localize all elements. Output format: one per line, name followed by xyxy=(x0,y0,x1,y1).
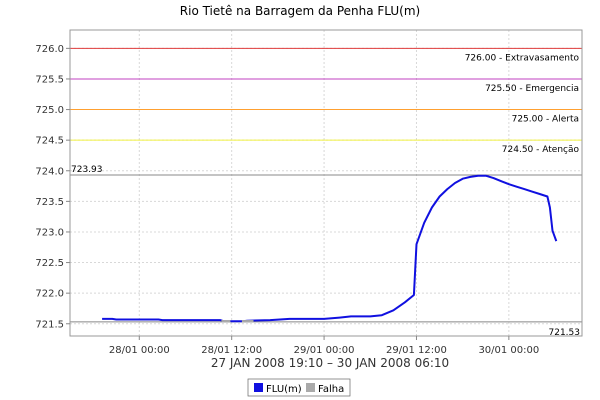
reference-line-label: 724.50 - Atenção xyxy=(502,145,580,155)
min-marker-label: 721.53 xyxy=(549,328,581,338)
legend-box xyxy=(247,378,351,397)
reference-line-label: 726.00 - Extravasamento xyxy=(465,53,580,63)
y-tick-label: 723.0 xyxy=(35,227,64,238)
max-marker-label: 723.93 xyxy=(71,165,103,175)
y-tick-label: 723.5 xyxy=(35,197,64,208)
x-tick-label: 30/01 00:00 xyxy=(478,345,539,356)
y-tick-label: 721.5 xyxy=(35,319,64,330)
reference-line-label: 725.00 - Alerta xyxy=(512,115,579,125)
y-tick-label: 725.5 xyxy=(35,74,64,85)
x-tick-label: 28/01 12:00 xyxy=(201,345,262,356)
legend-label-falha: Falha xyxy=(318,384,344,395)
y-tick-label: 722.5 xyxy=(35,258,64,269)
x-tick-label: 29/01 00:00 xyxy=(294,345,355,356)
legend-swatch-falha xyxy=(306,383,315,392)
y-tick-label: 725.0 xyxy=(35,105,64,116)
time-range-label: 27 JAN 2008 19:10 – 30 JAN 2008 06:10 xyxy=(211,356,449,370)
y-axis: 721.5 722.0 722.5 723.0 723.5 724.0 724.5 725.0… xyxy=(35,44,70,330)
y-tick-label: 722.0 xyxy=(35,289,64,300)
reference-lines: 726.00 - Extravasamento 725.50 - Emergenc… xyxy=(70,47,582,338)
legend-label-flu: FLU(m) xyxy=(266,384,302,395)
chart-title: Rio Tietê na Barragem da Penha FLU(m) xyxy=(180,4,420,18)
legend: FLU(m) Falha xyxy=(247,378,351,397)
y-tick-label: 724.0 xyxy=(35,166,64,177)
x-tick-label: 29/01 12:00 xyxy=(386,345,447,356)
x-axis: 28/01 00:00 28/01 12:00 29/01 00:00 29/01 1… xyxy=(109,336,539,356)
reference-line-label: 725.50 - Emergencia xyxy=(485,84,579,94)
series-layer xyxy=(102,174,558,323)
x-tick-label: 28/01 00:00 xyxy=(109,345,170,356)
y-tick-label: 726.0 xyxy=(35,44,64,55)
legend-swatch-flu xyxy=(254,383,263,392)
y-tick-label: 724.5 xyxy=(35,136,64,147)
plot-frame xyxy=(69,29,583,337)
